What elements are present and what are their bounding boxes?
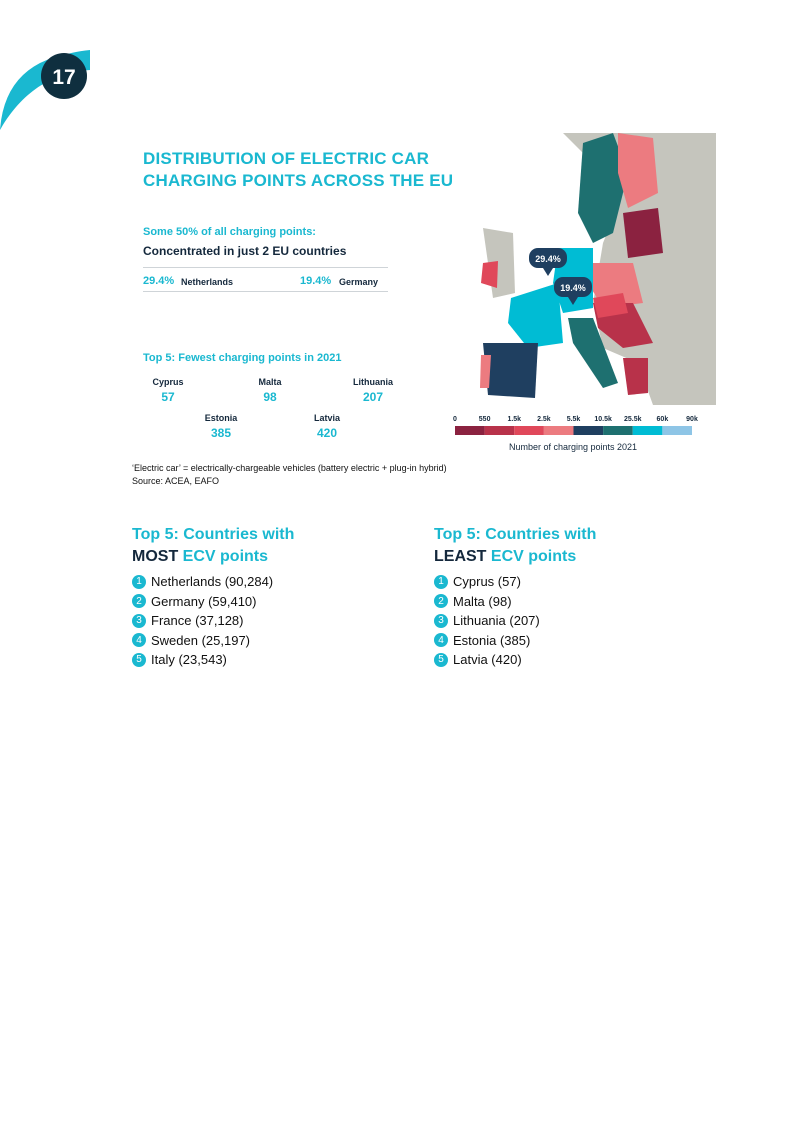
callout-label: 29.4% (535, 254, 561, 264)
title-line: CHARGING POINTS ACROSS THE EU (143, 171, 454, 190)
fewest-item: Estonia 385 (176, 413, 266, 440)
item-text: Estonia (385) (453, 632, 531, 648)
item-text: Sweden (25,197) (151, 632, 251, 648)
rank-badge: 4 (132, 633, 146, 648)
list-suffix: ECV points (490, 548, 577, 565)
item-text: Germany (59,410) (151, 593, 257, 609)
rank-badge: 3 (434, 613, 448, 628)
rank-badge: 2 (434, 594, 448, 609)
list-item: 3 Lithuania (207) (434, 613, 540, 628)
list-item: 1 Cyprus (57) (434, 574, 521, 589)
legend-swatch (543, 426, 574, 435)
item-text: Cyprus (57) (453, 574, 521, 589)
country-value: 207 (362, 390, 384, 404)
share-value: 29.4% (143, 275, 175, 287)
list-item: 2 Malta (98) (434, 594, 512, 609)
summary-headline: Concentrated in just 2 EU countries (143, 244, 347, 258)
list-suffix: ECV points (182, 548, 269, 565)
list-item: 5 Latvia (420) (434, 652, 522, 667)
legend-tick: 1.5k (507, 416, 521, 423)
rank-badge: 5 (434, 652, 448, 667)
legend-tick: 0 (453, 416, 457, 423)
legend-swatch (484, 426, 515, 435)
country-name: Lithuania (353, 377, 393, 387)
rank-badge: 1 (132, 574, 146, 589)
item-text: Lithuania (207) (453, 613, 540, 629)
rank-badge: 2 (132, 594, 146, 609)
list-heading-row: LEAST ECV points (434, 546, 576, 568)
country-name: Malta (258, 377, 282, 387)
summary-intro: Some 50% of all charging points: (143, 226, 316, 238)
list-heading-row: MOST ECV points (132, 546, 268, 568)
footnote: Source: ACEA, EAFO (132, 476, 220, 486)
item-text: Latvia (420) (453, 652, 522, 668)
share-value: 19.4% (300, 275, 332, 287)
corner-decoration: 17 (0, 50, 90, 130)
rank-badge: 1 (434, 574, 448, 589)
legend-swatch (573, 426, 604, 435)
item-text: France (37,128) (151, 613, 244, 629)
legend-tick: 2.5k (537, 416, 551, 423)
legend-tick: 90k (686, 416, 698, 423)
list-item: 1 Netherlands (90,284) (132, 574, 273, 589)
legend-tick: 10.5k (594, 416, 612, 423)
rank-badge: 4 (434, 633, 448, 648)
legend-swatch (514, 426, 544, 435)
item-text: Italy (23,543) (151, 652, 227, 668)
fewest-item: Latvia 420 (282, 413, 372, 440)
country-name: Latvia (313, 413, 340, 423)
list-item: 5 Italy (23,543) (132, 652, 227, 667)
legend-tick: 60k (657, 416, 669, 423)
list-item: 2 Germany (59,410) (132, 594, 257, 609)
list-heading: Top 5: Countries with (132, 526, 295, 543)
country-value: 98 (263, 390, 277, 404)
legend-swatch (455, 426, 485, 435)
list-emphasis: LEAST (434, 548, 487, 565)
legend-swatch (603, 426, 633, 435)
legend-tick: 550 (479, 416, 491, 423)
page-number: 17 (52, 66, 75, 89)
country-value: 385 (210, 426, 232, 440)
legend: 0 550 1.5k 2.5k 5.5k 10.5k 25.5k 60k 90k (453, 416, 698, 435)
item-text: Malta (98) (453, 593, 512, 609)
callout: 19.4% (554, 277, 592, 305)
country-name: Estonia (204, 413, 238, 423)
title-line: DISTRIBUTION OF ELECTRIC CAR (143, 149, 430, 168)
fewest-item: Cyprus 57 (123, 377, 213, 404)
footnote: ‘Electric car’ = electrically-chargeable… (132, 463, 447, 473)
item-text: Netherlands (90,284) (151, 574, 274, 589)
legend-swatch (662, 426, 692, 435)
map: 29.4% 19.4% 0 550 1.5k 2.5k 5.5k 10.5k 25.5k 60… (453, 133, 716, 452)
country-name: Cyprus (152, 377, 184, 387)
divider (143, 291, 388, 292)
callout-label: 19.4% (560, 283, 586, 293)
country-value: 420 (316, 426, 338, 440)
divider (143, 267, 388, 268)
legend-swatch (632, 426, 663, 435)
legend-tick: 25.5k (624, 416, 642, 423)
list-heading: Top 5: Countries with (434, 526, 597, 543)
list-emphasis: MOST (132, 548, 179, 565)
share-country: Netherlands (181, 277, 234, 287)
list-item: 4 Estonia (385) (434, 633, 530, 648)
rank-badge: 3 (132, 613, 146, 628)
callout: 29.4% (529, 248, 567, 276)
country-value: 57 (161, 390, 175, 404)
legend-tick: 5.5k (567, 416, 581, 423)
share-country: Germany (339, 277, 379, 287)
fewest-item: Malta 98 (225, 377, 315, 404)
list-item: 4 Sweden (25,197) (132, 633, 250, 648)
fewest-item: Lithuania 207 (328, 377, 418, 404)
legend-label: Number of charging points 2021 (509, 442, 637, 452)
rank-badge: 5 (132, 652, 146, 667)
fewest-heading: Top 5: Fewest charging points in 2021 (143, 352, 342, 364)
list-item: 3 France (37,128) (132, 613, 244, 628)
